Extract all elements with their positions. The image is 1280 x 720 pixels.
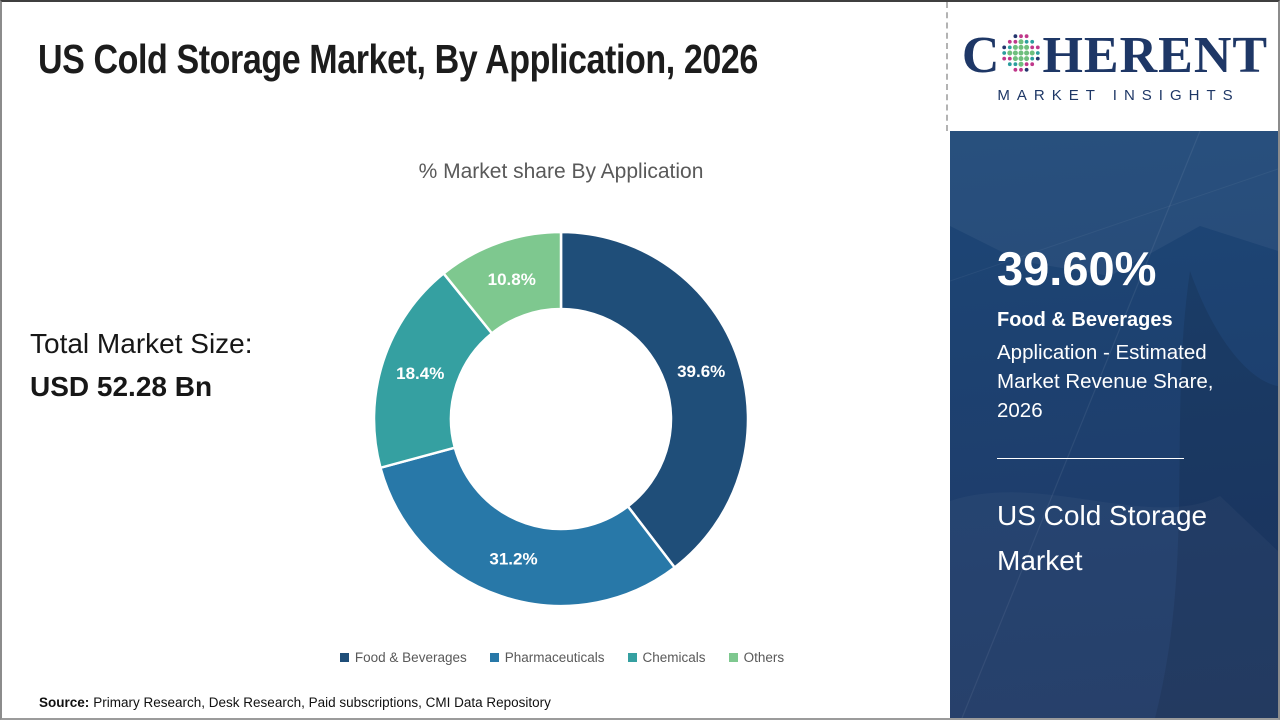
legend-item-food-beverages: Food & Beverages xyxy=(339,650,467,665)
logo-letters-herent: HERENT xyxy=(1042,26,1269,84)
source-label: Source: xyxy=(39,695,90,710)
legend-swatch-icon xyxy=(339,653,349,662)
legend-item-chemicals: Chemicals xyxy=(627,650,706,665)
legend-swatch-icon xyxy=(489,653,499,662)
source-text: Primary Research, Desk Research, Paid su… xyxy=(93,695,551,710)
company-logo: C HERENT MARKET INSIGHTS xyxy=(952,2,1278,131)
donut-label-food-beverages: 39.6% xyxy=(677,362,725,381)
chart-title: % Market share By Application xyxy=(418,160,704,183)
sidebar: 39.60% Food & Beverages Application - Es… xyxy=(950,131,1278,718)
legend-swatch-icon xyxy=(627,653,637,662)
source-line: Source: Primary Research, Desk Research, … xyxy=(39,695,551,710)
dashed-separator xyxy=(946,2,948,131)
sidebar-map-texture xyxy=(950,131,1278,718)
logo-globe-icon xyxy=(1002,33,1041,72)
donut-segment-pharmaceuticals xyxy=(379,446,676,608)
legend-label: Chemicals xyxy=(642,650,706,665)
donut-label-chemicals: 18.4% xyxy=(396,364,444,383)
sidebar-market-name: US Cold Storage Market xyxy=(997,500,1208,576)
legend-item-others: Others xyxy=(728,650,785,665)
page-title: US Cold Storage Market, By Application, … xyxy=(38,36,758,82)
legend-item-pharmaceuticals: Pharmaceuticals xyxy=(489,650,605,665)
legend-label: Food & Beverages xyxy=(354,650,467,665)
sidebar-stat-description: Application - Estimated Market Revenue S… xyxy=(997,341,1214,422)
logo-letter-c: C xyxy=(961,26,1001,84)
donut-segment-others xyxy=(442,230,563,335)
sidebar-stat-value: 39.60% xyxy=(997,242,1157,295)
donut-chart: 39.6% 31.2% 18.4% 10.8% xyxy=(372,230,750,608)
donut-label-pharmaceuticals: 31.2% xyxy=(489,550,537,569)
total-market-size-value: USD 52.28 Bn xyxy=(30,371,213,402)
logo-tagline: MARKET INSIGHTS xyxy=(997,86,1240,104)
sidebar-stat-category: Food & Beverages xyxy=(997,309,1173,331)
legend-label: Pharmaceuticals xyxy=(504,650,605,665)
donut-label-others: 10.8% xyxy=(488,270,536,289)
sidebar-divider xyxy=(997,458,1184,459)
chart-legend: Food & Beverages Pharmaceuticals Chemicals… xyxy=(252,650,872,665)
legend-label: Others xyxy=(743,650,785,665)
legend-swatch-icon xyxy=(728,653,738,662)
logo-wordmark: C HERENT xyxy=(961,26,1269,84)
total-market-size-label: Total Market Size: xyxy=(30,328,253,359)
donut-segment-food-beverages xyxy=(559,230,750,569)
total-market-size: Total Market Size: USD 52.28 Bn xyxy=(30,328,253,403)
